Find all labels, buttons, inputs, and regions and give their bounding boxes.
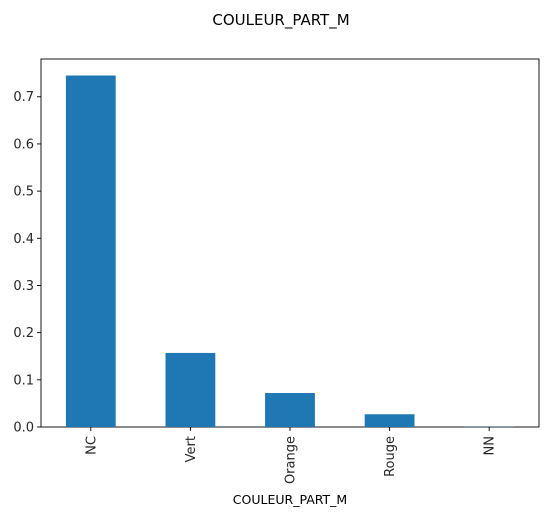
y-tick-label: 0.0: [13, 421, 34, 436]
x-axis-label: COULEUR_PART_M: [233, 492, 347, 507]
bar-vert: [165, 352, 216, 427]
chart-title: COULEUR_PART_M: [212, 11, 349, 30]
bar-nc: [65, 75, 116, 427]
x-tick-label: Vert: [184, 436, 199, 462]
y-tick-label: 0.1: [13, 373, 34, 388]
y-axis: 0.0 0.1 0.2 0.3 0.4 0.5 0.6 0.7: [13, 90, 41, 436]
bars-group: [65, 75, 515, 427]
y-tick-label: 0.6: [13, 137, 34, 152]
y-tick-label: 0.2: [13, 326, 34, 341]
x-tick-label: NC: [84, 436, 99, 455]
y-tick-label: 0.4: [13, 232, 34, 247]
bar-orange: [265, 393, 315, 427]
y-tick-label: 0.7: [13, 90, 34, 105]
y-tick-label: 0.5: [13, 185, 34, 200]
bar-rouge: [364, 414, 415, 427]
x-tick-label: NN: [483, 436, 498, 455]
x-tick-label: Rouge: [383, 436, 398, 477]
x-tick-label: Orange: [284, 436, 299, 484]
x-axis: NC Vert Orange Rouge NN: [84, 427, 498, 484]
y-tick-label: 0.3: [13, 279, 34, 294]
